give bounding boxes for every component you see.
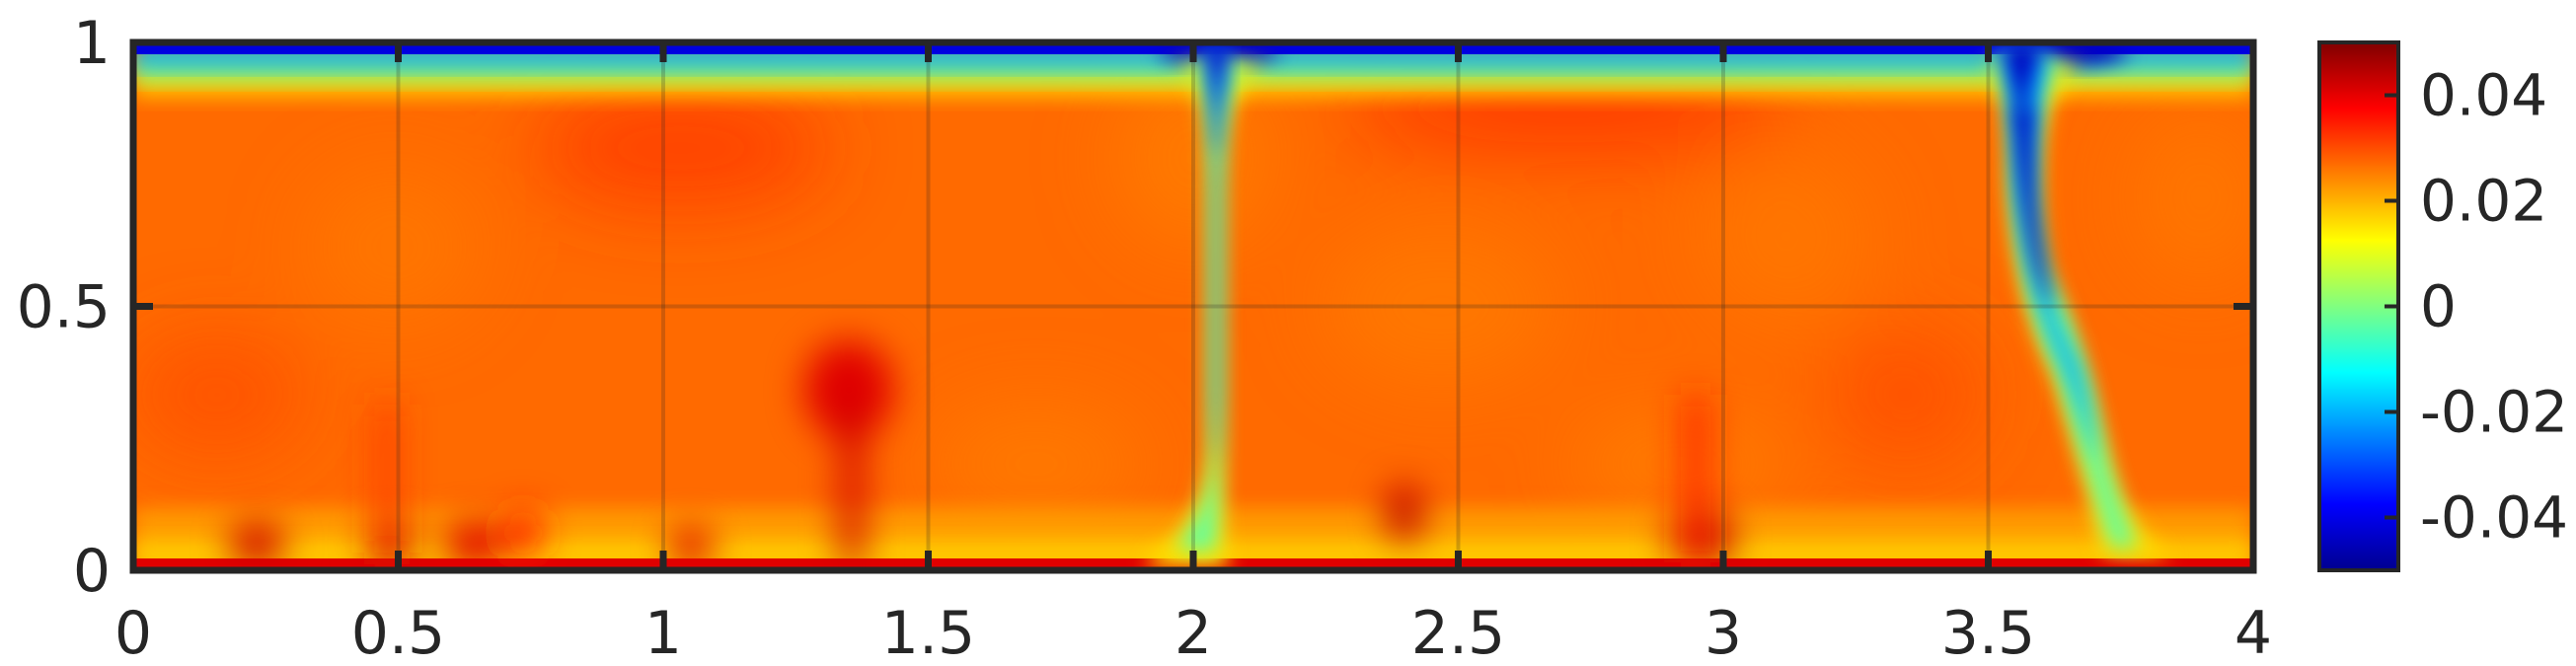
- y-tick-label: 1: [73, 9, 111, 78]
- colorbar: 0.04 0.02 0 -0.02 -0.04: [2317, 40, 2568, 572]
- cold-plume-left: [1145, 44, 1273, 567]
- colorbar-tick-label: 0.04: [2420, 62, 2547, 129]
- colorbar-tick-label: 0: [2420, 273, 2457, 340]
- x-tick-label: 1: [644, 599, 682, 666]
- x-tick-label: 0: [114, 599, 152, 666]
- x-tick-label: 4: [2235, 599, 2272, 666]
- y-axis-ticks: 00.51: [17, 9, 2253, 606]
- x-tick-label: 2: [1174, 599, 1212, 666]
- heatmap-field: [133, 42, 2253, 570]
- colorbar-tick-label: -0.04: [2420, 484, 2568, 552]
- y-tick-label: 0: [73, 537, 111, 606]
- x-tick-label: 3.5: [1941, 599, 2035, 666]
- colorbar-ticks: 0.04 0.02 0 -0.02 -0.04: [2385, 62, 2568, 552]
- x-tick-label: 3: [1705, 599, 1742, 666]
- warm-thermals: [229, 340, 1732, 570]
- x-tick-label: 2.5: [1411, 599, 1505, 666]
- colorbar-tick-label: 0.02: [2420, 168, 2547, 235]
- x-tick-label: 1.5: [881, 599, 975, 666]
- y-tick-label: 0.5: [17, 273, 111, 342]
- grid-lines: [133, 42, 2253, 570]
- cold-plume-right: [1984, 44, 2171, 557]
- x-tick-label: 0.5: [351, 599, 445, 666]
- colorbar-tick-label: -0.02: [2420, 379, 2568, 446]
- x-axis-ticks: 0 0.5 1 1.5 2 2.5 3 3.5 4: [114, 42, 2272, 666]
